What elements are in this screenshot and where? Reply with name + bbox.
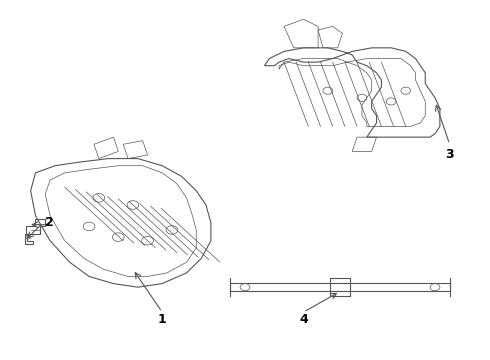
Text: 3: 3 — [445, 148, 454, 162]
Text: 2: 2 — [45, 216, 53, 229]
Text: 4: 4 — [299, 313, 308, 326]
Text: 1: 1 — [158, 313, 167, 326]
